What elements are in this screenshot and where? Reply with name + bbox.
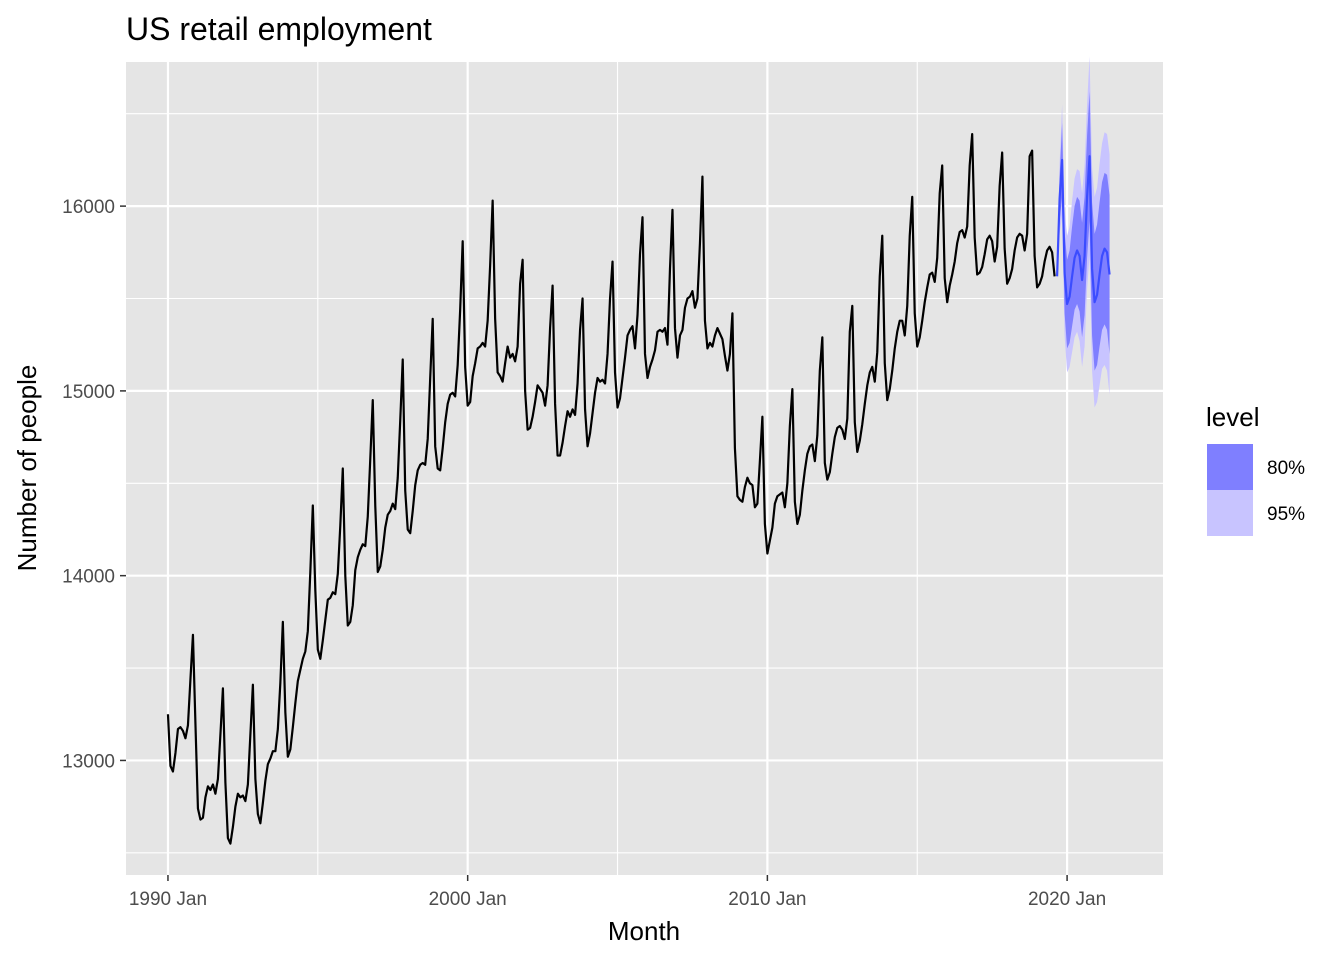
legend-label-80: 80% xyxy=(1267,458,1305,479)
plot-panel xyxy=(126,62,1163,875)
y-axis-title: Number of people xyxy=(12,365,42,572)
x-axis-title: Month xyxy=(608,916,680,946)
grid-minor xyxy=(126,62,1163,875)
legend-title: level xyxy=(1206,402,1259,432)
x-tick-label: 1990 Jan xyxy=(129,889,207,910)
history-line xyxy=(166,132,1056,845)
x-axis: 1990 Jan 2000 Jan 2010 Jan 2020 Jan xyxy=(129,875,1106,910)
y-tick-label: 13000 xyxy=(62,751,115,772)
x-tick-label: 2000 Jan xyxy=(429,889,507,910)
forecast-band-80 xyxy=(1057,91,1110,371)
y-tick-label: 16000 xyxy=(62,197,115,218)
grid-major xyxy=(126,62,1163,875)
series xyxy=(166,132,1111,845)
forecast-mean-line xyxy=(1056,155,1111,306)
legend-swatch-80 xyxy=(1207,444,1253,490)
legend-label-95: 95% xyxy=(1267,504,1305,525)
y-axis: 13000 14000 15000 16000 xyxy=(62,197,126,772)
y-tick-label: 15000 xyxy=(62,382,115,403)
forecast-interval-80 xyxy=(1057,91,1110,371)
x-tick-label: 2010 Jan xyxy=(728,889,806,910)
y-tick-label: 14000 xyxy=(62,567,115,588)
x-tick-label: 2020 Jan xyxy=(1028,889,1106,910)
legend: level 80% 95% xyxy=(1206,402,1305,536)
chart-title: US retail employment xyxy=(126,11,432,47)
legend-swatch-95 xyxy=(1207,490,1253,536)
